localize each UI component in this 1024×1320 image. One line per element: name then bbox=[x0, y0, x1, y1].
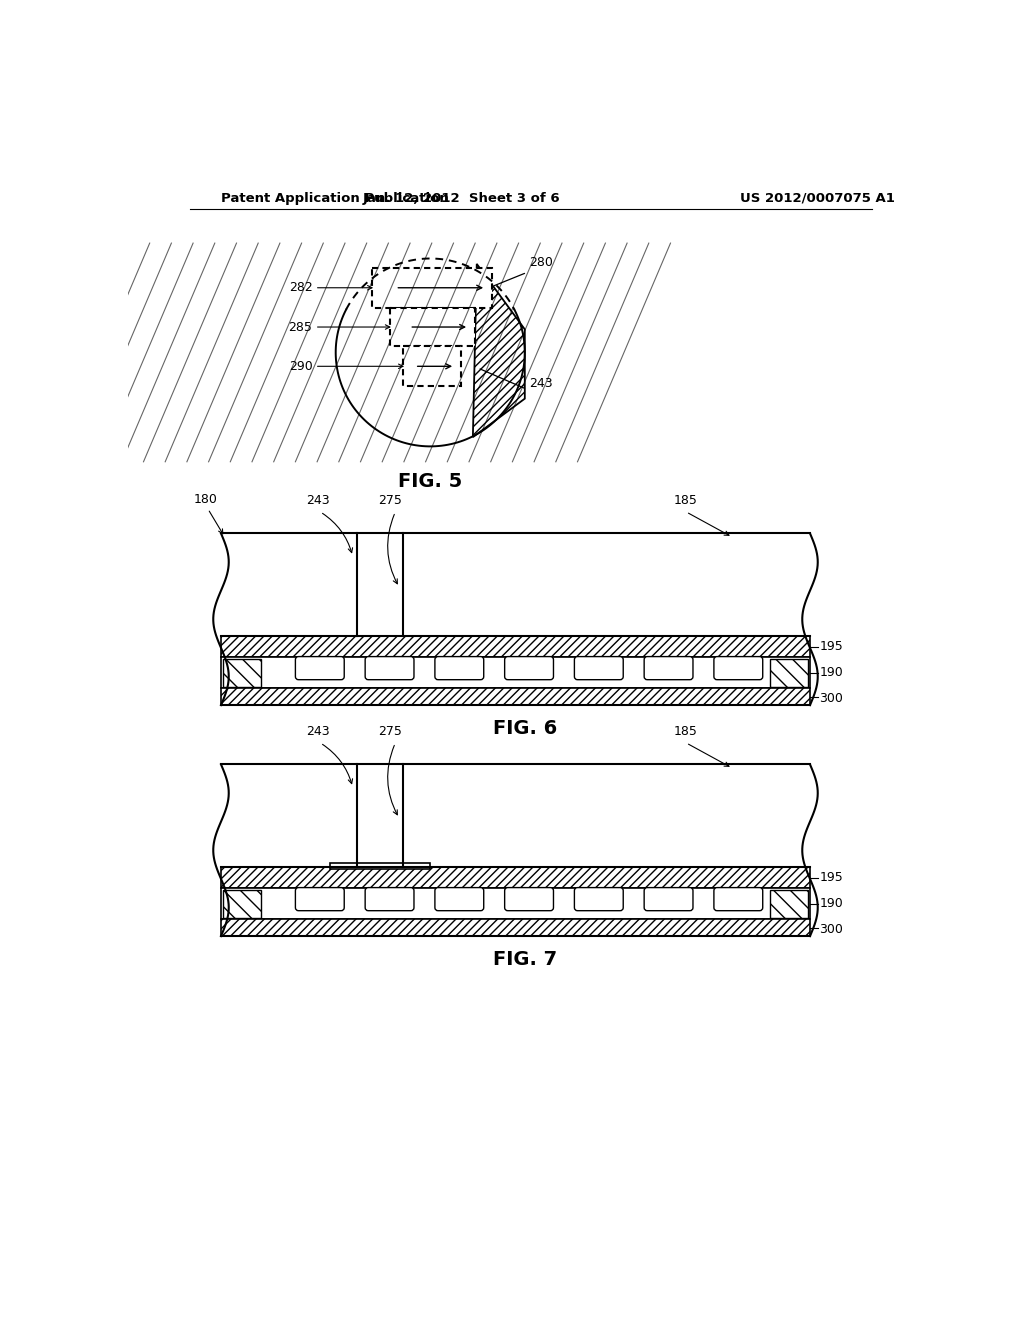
Text: 190: 190 bbox=[819, 667, 843, 680]
Text: 243: 243 bbox=[306, 494, 330, 507]
Text: 300: 300 bbox=[819, 692, 843, 705]
FancyBboxPatch shape bbox=[390, 308, 475, 346]
Text: Jan. 12, 2012  Sheet 3 of 6: Jan. 12, 2012 Sheet 3 of 6 bbox=[362, 191, 560, 205]
FancyBboxPatch shape bbox=[366, 887, 414, 911]
Bar bbox=[221, 636, 810, 657]
Text: 185: 185 bbox=[674, 725, 698, 738]
FancyBboxPatch shape bbox=[505, 656, 554, 680]
FancyBboxPatch shape bbox=[714, 656, 763, 680]
Bar bbox=[770, 659, 809, 686]
Text: 285: 285 bbox=[289, 321, 312, 334]
FancyBboxPatch shape bbox=[435, 656, 483, 680]
Text: 180: 180 bbox=[194, 492, 217, 506]
Text: 275: 275 bbox=[378, 725, 401, 738]
Bar bbox=[403, 764, 810, 867]
Text: FIG. 7: FIG. 7 bbox=[493, 949, 557, 969]
Text: 280: 280 bbox=[528, 256, 553, 269]
FancyBboxPatch shape bbox=[644, 656, 693, 680]
Bar bbox=[221, 764, 356, 867]
Bar bbox=[221, 888, 810, 919]
Text: 185: 185 bbox=[674, 494, 698, 507]
Text: 282: 282 bbox=[289, 281, 312, 294]
FancyBboxPatch shape bbox=[714, 887, 763, 911]
Bar bbox=[222, 659, 261, 686]
Bar bbox=[356, 764, 403, 867]
Text: 243: 243 bbox=[306, 725, 330, 738]
Bar bbox=[221, 688, 810, 705]
Text: 195: 195 bbox=[819, 871, 843, 884]
Text: US 2012/0007075 A1: US 2012/0007075 A1 bbox=[740, 191, 895, 205]
Text: FIG. 6: FIG. 6 bbox=[493, 718, 557, 738]
Text: Patent Application Publication: Patent Application Publication bbox=[221, 191, 449, 205]
FancyBboxPatch shape bbox=[366, 656, 414, 680]
FancyBboxPatch shape bbox=[435, 887, 483, 911]
Bar bbox=[356, 533, 403, 636]
FancyBboxPatch shape bbox=[574, 887, 624, 911]
Text: 190: 190 bbox=[819, 898, 843, 911]
Polygon shape bbox=[473, 264, 524, 437]
FancyBboxPatch shape bbox=[295, 887, 344, 911]
FancyBboxPatch shape bbox=[372, 268, 493, 308]
FancyBboxPatch shape bbox=[403, 346, 461, 387]
FancyBboxPatch shape bbox=[505, 887, 554, 911]
Text: FIG. 5: FIG. 5 bbox=[398, 473, 463, 491]
Bar bbox=[770, 890, 809, 917]
FancyBboxPatch shape bbox=[644, 887, 693, 911]
Bar bbox=[222, 890, 261, 917]
Bar bbox=[330, 863, 430, 869]
Bar bbox=[221, 657, 810, 688]
Bar bbox=[221, 867, 810, 888]
Text: 290: 290 bbox=[289, 360, 312, 372]
Text: 275: 275 bbox=[378, 494, 401, 507]
Bar bbox=[221, 533, 356, 636]
Text: 243: 243 bbox=[528, 378, 552, 391]
Bar bbox=[403, 533, 810, 636]
FancyBboxPatch shape bbox=[574, 656, 624, 680]
Bar bbox=[221, 919, 810, 936]
Text: 300: 300 bbox=[819, 923, 843, 936]
FancyBboxPatch shape bbox=[295, 656, 344, 680]
Text: 195: 195 bbox=[819, 640, 843, 653]
